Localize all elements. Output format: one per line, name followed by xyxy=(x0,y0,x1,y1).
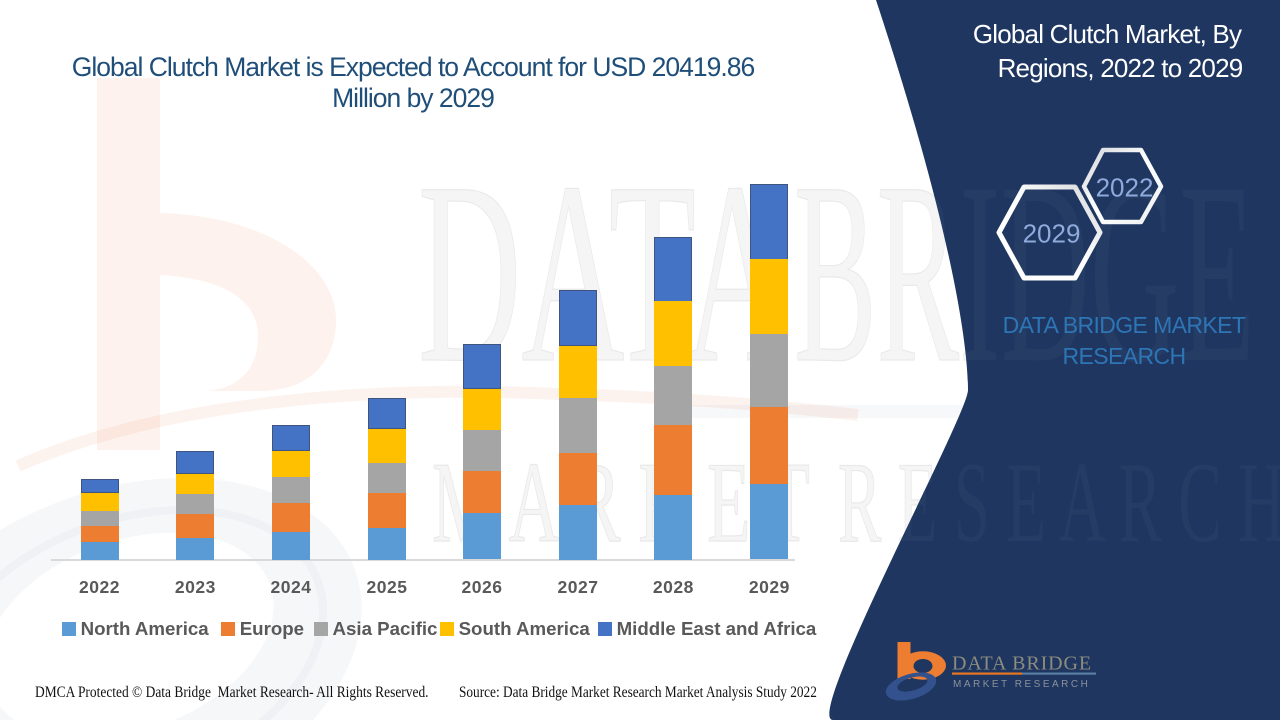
svg-text:M A R K E T: M A R K E T xyxy=(432,439,810,566)
svg-text:2022: 2022 xyxy=(1096,172,1154,202)
svg-text:DATA: DATA xyxy=(418,129,788,417)
svg-text:BRIDGE: BRIDGE xyxy=(794,129,1255,417)
svg-text:2029: 2029 xyxy=(1023,219,1081,249)
svg-text:R E S E A R C H: R E S E A R C H xyxy=(838,439,1280,566)
svg-text:MARKET RESEARCH: MARKET RESEARCH xyxy=(953,679,1090,690)
svg-text:DATA BRIDGE: DATA BRIDGE xyxy=(952,653,1092,675)
